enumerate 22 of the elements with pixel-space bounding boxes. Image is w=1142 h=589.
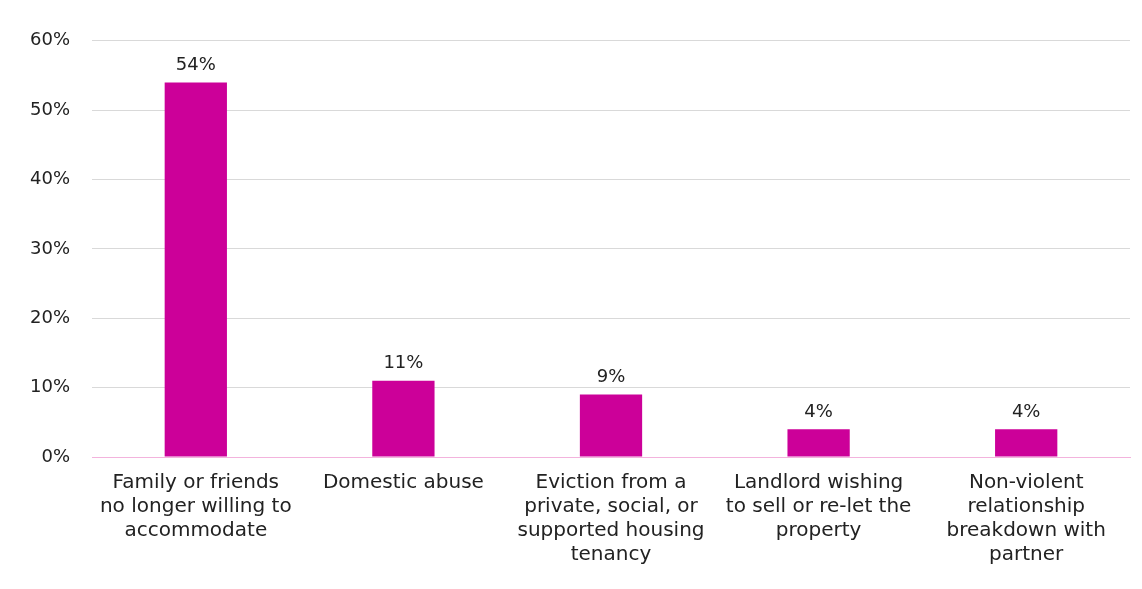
data-label: 9% xyxy=(596,365,626,387)
x-tick-label: Non-violent relationship breakdown with partner xyxy=(946,469,1106,566)
data-label: 4% xyxy=(804,399,833,421)
x-tick-label: Eviction from a private, social, or supported housing tenancy xyxy=(517,469,705,566)
x-tick-label: Family or friends no longer willing to accommodate xyxy=(99,469,292,542)
bar xyxy=(164,82,227,457)
y-tick-label: 50% xyxy=(29,97,71,119)
bar xyxy=(787,429,850,457)
y-tick-label: 0% xyxy=(41,444,71,466)
x-tick-label: Landlord wishing to sell or re-let the property xyxy=(725,469,912,542)
y-tick-label: 30% xyxy=(29,236,71,258)
y-tick-label: 10% xyxy=(29,375,71,397)
data-label: 4% xyxy=(1011,399,1041,421)
bar xyxy=(995,429,1058,457)
data-label: 11% xyxy=(383,351,424,373)
y-tick-label: 20% xyxy=(29,305,71,327)
y-tick-label: 40% xyxy=(29,167,71,189)
x-tick-label: Domestic abuse xyxy=(322,469,484,494)
y-tick-label: 60% xyxy=(29,28,71,50)
bar xyxy=(372,380,435,457)
data-label: 54% xyxy=(175,53,216,75)
bar xyxy=(579,394,643,457)
